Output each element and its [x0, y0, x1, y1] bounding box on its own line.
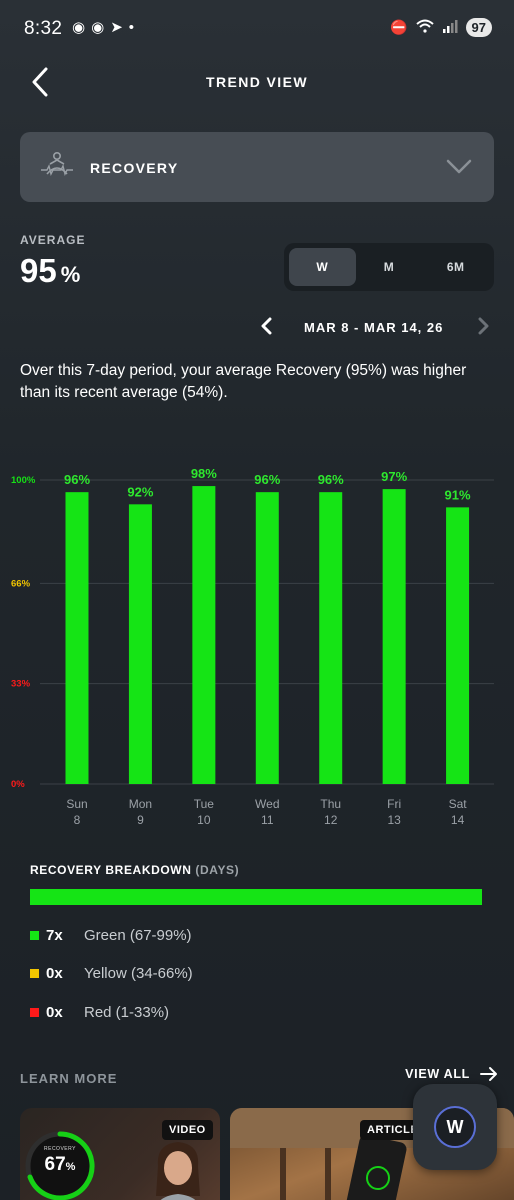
video-tag: VIDEO	[162, 1120, 213, 1140]
wifi-icon	[415, 19, 434, 36]
breakdown-bar	[30, 889, 482, 905]
x-tick-day-number: 8	[74, 813, 81, 827]
range-toggle: W M 6M	[284, 243, 494, 291]
bar-value-label: 96%	[64, 472, 90, 487]
bar	[382, 489, 406, 784]
recovery-bar-chart: 100% 66% 33% 0% 96% Sun 8 92% Mon 9 98% Tue 10 96% Wed…	[11, 466, 494, 827]
next-week-button[interactable]	[476, 317, 490, 335]
recovery-ring: RECOVERY 67%	[22, 1128, 98, 1200]
x-tick-day-name: Sun	[66, 797, 87, 811]
x-tick-day-name: Wed	[255, 797, 279, 811]
summary-text: Over this 7-day period, your average Rec…	[20, 362, 467, 401]
date-range-label: MAR 8 - MAR 14, 26	[304, 320, 444, 335]
y-tick-label: 33%	[11, 679, 31, 690]
bar-value-label: 96%	[254, 472, 280, 487]
whoop-logo-icon: W	[434, 1106, 476, 1148]
chevron-down-icon	[446, 159, 472, 174]
dot-icon: •	[128, 19, 141, 36]
range-week-button[interactable]: W	[289, 248, 356, 286]
ring-label: RECOVERY	[44, 1146, 76, 1152]
chat-icon: ◉	[91, 19, 111, 36]
average-value: 95%	[20, 252, 80, 290]
bar	[319, 492, 343, 784]
previous-week-button[interactable]	[260, 317, 274, 335]
range-month-button[interactable]: M	[383, 260, 395, 274]
bar-value-label: 96%	[318, 472, 344, 487]
breakdown-title: RECOVERY BREAKDOWN (DAYS)	[30, 863, 239, 877]
date-navigator: MAR 8 - MAR 14, 26	[256, 314, 496, 340]
battery-badge: 97	[465, 18, 492, 37]
x-tick-day-number: 13	[387, 813, 401, 827]
bar	[128, 504, 152, 784]
x-tick-day-name: Mon	[129, 797, 152, 811]
view-all-link[interactable]: VIEW ALL	[405, 1066, 498, 1082]
x-tick-day-number: 14	[451, 813, 465, 827]
red-label: Red (1-33%)	[84, 1003, 170, 1021]
learn-more-title: LEARN MORE	[20, 1071, 118, 1086]
x-tick-day-name: Fri	[387, 797, 401, 811]
ring-value: 67%	[22, 1154, 98, 1176]
legend-yellow: 0x Yellow (34-66%)	[30, 962, 193, 984]
bar	[192, 486, 216, 784]
status-bar: 8:32 ◉◉➤• ⛔ 97	[0, 0, 514, 58]
bar-value-label: 92%	[127, 484, 153, 499]
x-tick-day-name: Sat	[449, 797, 468, 811]
bar-value-label: 98%	[191, 466, 217, 481]
bar-value-label: 91%	[445, 487, 471, 502]
y-tick-label: 0%	[11, 779, 25, 790]
yellow-count: 0x	[46, 964, 63, 982]
discord-icon: ◉	[72, 19, 92, 36]
x-tick-day-number: 9	[137, 813, 144, 827]
video-card[interactable]: RECOVERY 67% VIDEO	[20, 1108, 220, 1200]
range-6month-button[interactable]: 6M	[446, 260, 465, 274]
article-tag: ARTICLE	[360, 1120, 426, 1140]
recovery-icon	[41, 152, 73, 177]
telegram-icon: ➤	[110, 19, 129, 36]
page-title: TREND VIEW	[206, 74, 308, 90]
bar-value-label: 97%	[381, 469, 407, 484]
red-count: 0x	[46, 1003, 63, 1021]
x-tick-day-name: Tue	[194, 797, 215, 811]
x-tick-day-name: Thu	[320, 797, 341, 811]
back-button[interactable]	[22, 64, 58, 100]
presenter-image	[156, 1142, 200, 1200]
x-tick-day-number: 10	[197, 813, 211, 827]
status-time: 8:32	[24, 18, 63, 39]
red-swatch	[30, 1007, 39, 1017]
ring-unit: %	[65, 1161, 76, 1173]
legend-green: 7x Green (67-99%)	[30, 924, 192, 946]
ring-number: 67	[44, 1154, 66, 1175]
average-label: AVERAGE	[20, 233, 86, 247]
header: TREND VIEW	[0, 60, 514, 106]
bar	[255, 492, 279, 784]
green-label: Green (67-99%)	[84, 926, 192, 944]
breakdown-title-text: RECOVERY BREAKDOWN	[30, 863, 192, 877]
y-tick-label: 100%	[11, 475, 36, 486]
metric-label: RECOVERY	[90, 160, 179, 176]
chevron-left-icon	[32, 67, 48, 97]
metric-dropdown[interactable]: RECOVERY	[20, 132, 494, 202]
yellow-swatch	[30, 968, 39, 978]
whoop-assistant-button[interactable]: W	[413, 1084, 497, 1170]
bar	[65, 492, 89, 784]
breakdown-subtitle: (DAYS)	[195, 863, 240, 877]
dnd-icon: ⛔	[390, 19, 408, 35]
average-number: 95	[20, 252, 57, 289]
x-tick-day-number: 11	[261, 813, 274, 827]
yellow-label: Yellow (34-66%)	[84, 964, 193, 982]
bar	[446, 507, 470, 784]
arrow-right-icon	[480, 1067, 497, 1081]
signal-icon	[442, 19, 458, 36]
x-tick-day-number: 12	[324, 813, 338, 827]
notification-icons: ◉◉➤•	[72, 18, 140, 36]
view-all-label: VIEW ALL	[405, 1067, 470, 1081]
green-swatch	[30, 930, 39, 940]
average-unit: %	[60, 262, 81, 287]
legend-red: 0x Red (1-33%)	[30, 1001, 169, 1023]
green-count: 7x	[46, 926, 63, 944]
y-tick-label: 66%	[11, 578, 31, 589]
status-right: ⛔ 97	[390, 18, 492, 37]
